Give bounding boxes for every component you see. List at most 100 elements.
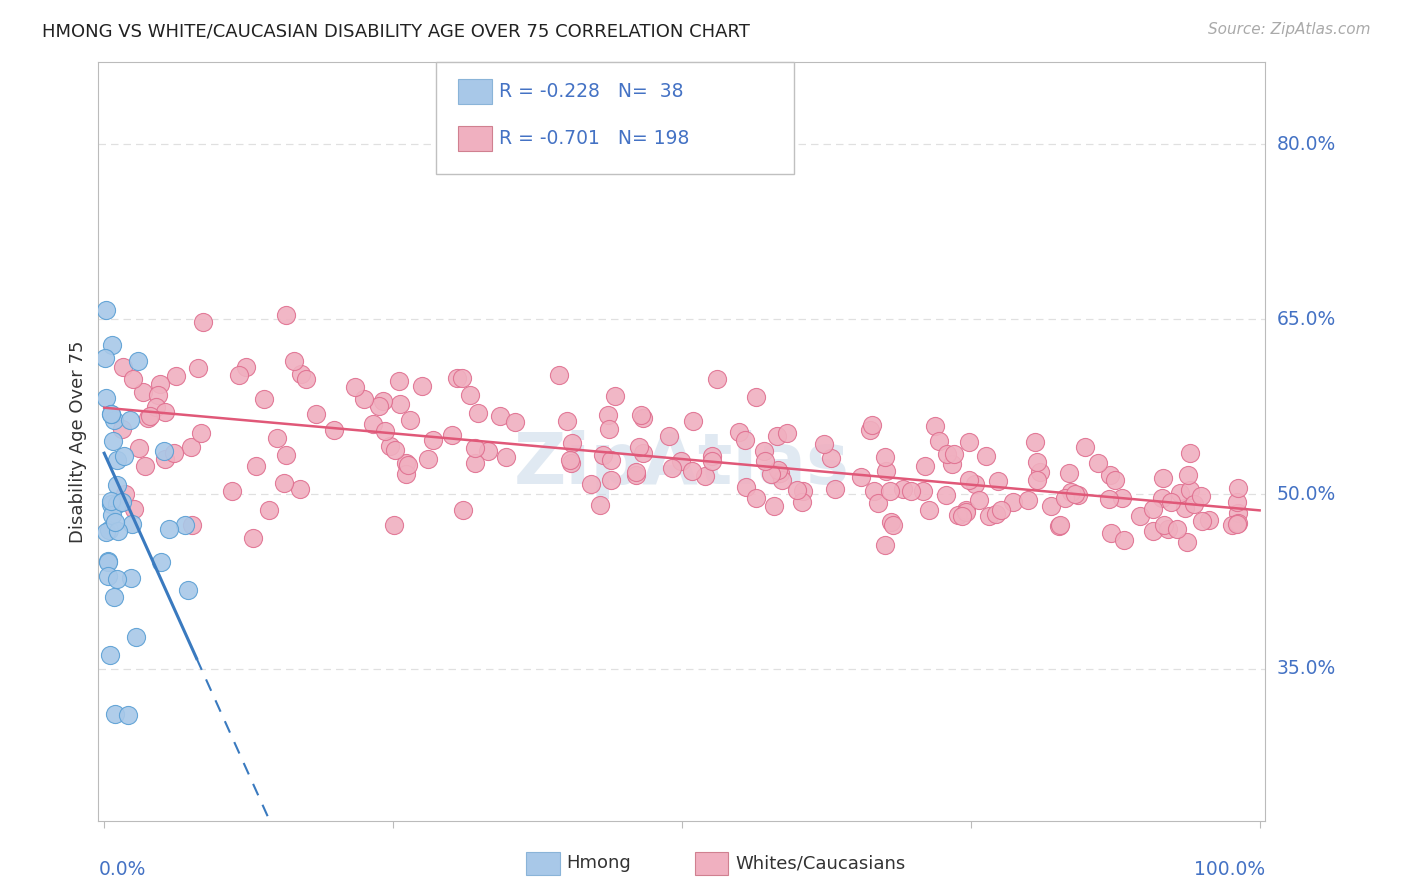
Text: R = -0.701   N= 198: R = -0.701 N= 198 bbox=[499, 128, 689, 148]
Point bbox=[770, 473, 793, 487]
Point bbox=[382, 518, 405, 533]
Text: 100.0%: 100.0% bbox=[1194, 860, 1265, 879]
Point bbox=[245, 458, 267, 473]
Point bbox=[371, 393, 394, 408]
Point bbox=[631, 446, 654, 460]
Point bbox=[1180, 446, 1202, 460]
Point bbox=[446, 371, 468, 385]
Point bbox=[1028, 465, 1050, 479]
Point bbox=[792, 483, 814, 498]
Point bbox=[1047, 518, 1070, 533]
Point bbox=[97, 569, 120, 583]
Point bbox=[912, 484, 935, 499]
Point bbox=[946, 508, 969, 522]
Point bbox=[159, 522, 181, 536]
Point bbox=[1166, 522, 1188, 536]
Point bbox=[132, 384, 155, 399]
Point bbox=[1189, 489, 1212, 503]
Point bbox=[950, 508, 973, 523]
Point bbox=[117, 708, 139, 723]
Point bbox=[94, 303, 117, 318]
Point bbox=[1182, 497, 1205, 511]
Point bbox=[918, 503, 941, 517]
Point bbox=[97, 554, 120, 568]
Point bbox=[411, 379, 433, 393]
Point bbox=[242, 531, 264, 545]
Point bbox=[624, 465, 647, 479]
Point bbox=[661, 460, 683, 475]
Point bbox=[98, 648, 121, 663]
Point bbox=[125, 630, 148, 644]
Point bbox=[153, 405, 176, 419]
Point bbox=[163, 446, 186, 460]
Point bbox=[283, 353, 305, 368]
Point bbox=[395, 467, 418, 481]
Point bbox=[180, 441, 202, 455]
Point bbox=[1060, 485, 1083, 500]
Point bbox=[1142, 524, 1164, 539]
Point bbox=[477, 443, 499, 458]
Point bbox=[451, 370, 474, 384]
Point bbox=[107, 524, 129, 539]
Point bbox=[936, 447, 959, 461]
Point bbox=[464, 441, 486, 455]
Point bbox=[101, 338, 124, 352]
Point bbox=[790, 494, 813, 508]
Point bbox=[276, 448, 298, 462]
Point bbox=[228, 368, 250, 382]
Point bbox=[290, 368, 312, 382]
Point bbox=[700, 454, 723, 468]
Point bbox=[969, 492, 991, 507]
Point bbox=[560, 456, 582, 470]
Point bbox=[235, 360, 257, 375]
Point bbox=[305, 407, 328, 421]
Point bbox=[555, 415, 578, 429]
Point bbox=[879, 484, 901, 499]
Point bbox=[105, 497, 128, 511]
Point bbox=[1152, 491, 1174, 506]
Text: HMONG VS WHITE/CAUCASIAN DISABILITY AGE OVER 75 CORRELATION CHART: HMONG VS WHITE/CAUCASIAN DISABILITY AGE … bbox=[42, 22, 749, 40]
Point bbox=[112, 359, 135, 374]
Text: ZipAtlas: ZipAtlas bbox=[515, 430, 849, 499]
Point bbox=[924, 419, 946, 434]
Point bbox=[1198, 513, 1220, 527]
Point bbox=[868, 496, 890, 510]
Point bbox=[752, 444, 775, 458]
Point bbox=[1152, 471, 1174, 485]
Point bbox=[458, 388, 481, 402]
Point bbox=[849, 469, 872, 483]
Point bbox=[728, 425, 751, 439]
Point bbox=[323, 423, 346, 437]
Point bbox=[374, 424, 396, 438]
Point bbox=[561, 436, 583, 450]
Point bbox=[1168, 486, 1191, 500]
Point bbox=[1098, 491, 1121, 506]
Point bbox=[987, 474, 1010, 488]
Point bbox=[990, 502, 1012, 516]
Point bbox=[274, 308, 297, 322]
Point bbox=[1220, 518, 1243, 533]
Point bbox=[120, 413, 142, 427]
Point bbox=[979, 509, 1001, 524]
Point bbox=[935, 488, 957, 502]
Text: 65.0%: 65.0% bbox=[1277, 310, 1336, 328]
Point bbox=[734, 480, 756, 494]
Text: 35.0%: 35.0% bbox=[1277, 659, 1336, 679]
Point bbox=[786, 483, 808, 497]
Point bbox=[1002, 494, 1025, 508]
Point bbox=[695, 469, 717, 483]
Point bbox=[384, 443, 406, 458]
Text: Hmong: Hmong bbox=[567, 855, 631, 872]
Point bbox=[100, 407, 122, 421]
Point bbox=[928, 434, 950, 448]
Point bbox=[860, 417, 883, 432]
Point bbox=[986, 507, 1008, 521]
Point bbox=[955, 503, 977, 517]
Point bbox=[134, 458, 156, 473]
Point bbox=[875, 464, 897, 478]
Point bbox=[624, 467, 647, 482]
Point bbox=[589, 499, 612, 513]
Point bbox=[152, 444, 174, 458]
Point bbox=[1225, 494, 1247, 508]
Point bbox=[97, 555, 120, 569]
